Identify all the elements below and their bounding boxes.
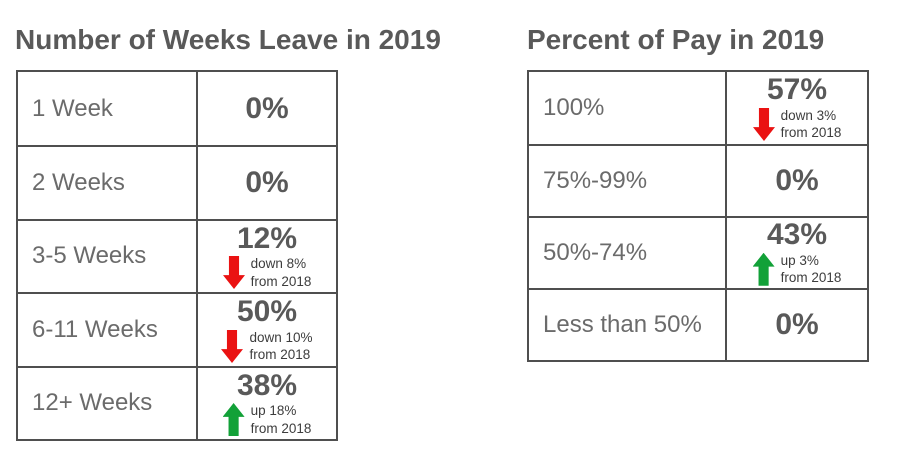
row-value-12-plus-weeks: 38% up 18% from 2018 — [196, 365, 336, 439]
change-line2: from 2018 — [780, 125, 842, 141]
change-indicator: down 3% from 2018 — [753, 107, 842, 142]
change-line1: down 10% — [249, 329, 313, 345]
row-value-50-74-pct: 43% up 3% from 2018 — [725, 216, 867, 288]
value-percent: 0% — [245, 91, 289, 125]
change-indicator: down 10% from 2018 — [221, 329, 313, 364]
row-value-75-99-pct: 0% — [725, 144, 867, 216]
row-value-2-weeks: 0% — [196, 145, 336, 219]
change-line1: down 8% — [250, 256, 307, 272]
change-line2: from 2018 — [250, 420, 312, 436]
change-line1: up 18% — [250, 403, 297, 418]
value-percent: 0% — [245, 166, 289, 200]
weeks-leave-table-title: Number of Weeks Leave in 2019 — [15, 24, 441, 55]
value-percent: 57% — [766, 73, 828, 107]
change-indicator: down 8% from 2018 — [223, 255, 312, 290]
row-label-75-99-pct: 75%-99% — [529, 144, 725, 216]
row-value-less-than-50-pct: 0% — [725, 288, 867, 360]
value-percent: 0% — [775, 164, 819, 198]
row-label-less-than-50-pct: Less than 50% — [529, 288, 725, 360]
change-line1: down 3% — [780, 107, 837, 123]
change-line1: up 3% — [780, 252, 819, 268]
row-value-100-pct: 57% down 3% from 2018 — [725, 72, 867, 144]
trend-down-icon — [221, 330, 243, 363]
row-label-3-5-weeks: 3-5 Weeks — [18, 218, 196, 292]
row-label-2-weeks: 2 Weeks — [18, 145, 196, 218]
trend-down-icon — [753, 108, 775, 141]
change-line2: from 2018 — [780, 270, 842, 286]
row-label-12-plus-weeks: 12+ Weeks — [18, 365, 196, 439]
value-percent: 50% — [236, 295, 298, 329]
trend-up-icon — [752, 252, 775, 286]
value-percent: 43% — [766, 218, 828, 252]
change-indicator: up 3% from 2018 — [752, 252, 842, 287]
percent-pay-table-title: Percent of Pay in 2019 — [527, 24, 825, 55]
change-note: up 3% from 2018 — [781, 252, 842, 287]
row-label-6-11-weeks: 6-11 Weeks — [18, 292, 196, 365]
change-line2: from 2018 — [249, 347, 311, 363]
row-value-6-11-weeks: 50% down 10% from 2018 — [196, 292, 336, 366]
row-label-1-week: 1 Week — [32, 94, 113, 122]
row-label-50-74-pct: 50%-74% — [529, 216, 725, 288]
change-indicator: up 18% from 2018 — [222, 402, 312, 437]
weeks-leave-table: 1 Week 0% 2 Weeks 0% 3-5 Weeks 12% down … — [16, 70, 338, 441]
change-note: down 10% from 2018 — [249, 329, 312, 364]
change-line2: from 2018 — [250, 273, 312, 289]
change-note: down 8% from 2018 — [251, 255, 312, 290]
percent-pay-table: 100% 57% down 3% from 2018 75%-99% 0% 50… — [527, 70, 869, 362]
row-label-100-pct: 100% — [543, 94, 605, 121]
row-value-3-5-weeks: 12% down 8% from 2018 — [196, 218, 336, 293]
value-percent: 38% — [236, 368, 298, 402]
trend-up-icon — [222, 403, 245, 437]
trend-down-icon — [223, 256, 245, 289]
value-percent: 0% — [775, 308, 819, 342]
change-note: down 3% from 2018 — [781, 107, 842, 142]
change-note: up 18% from 2018 — [251, 402, 312, 437]
row-value-1-week: 0% — [196, 72, 336, 146]
value-percent: 12% — [236, 221, 298, 255]
